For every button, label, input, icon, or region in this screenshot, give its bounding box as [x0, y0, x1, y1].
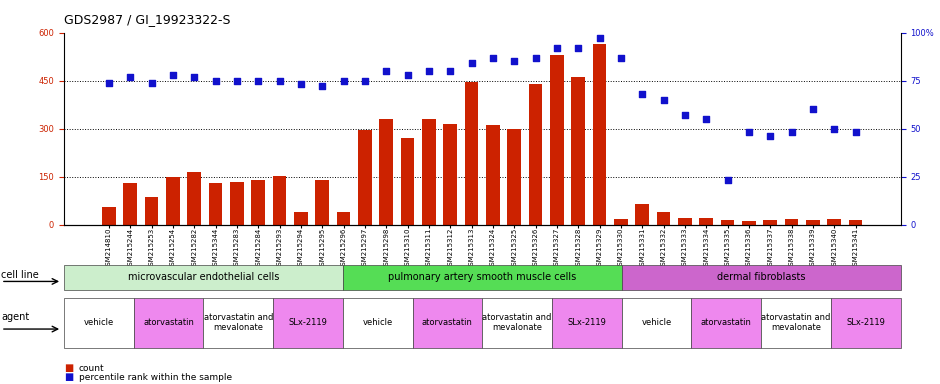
Bar: [508, 129, 521, 225]
Point: [379, 68, 394, 74]
Point: [656, 97, 671, 103]
Bar: [572, 78, 586, 225]
Text: microvascular endothelial cells: microvascular endothelial cells: [128, 272, 279, 283]
Point: [614, 55, 629, 61]
Point: [634, 91, 650, 97]
Bar: [528, 84, 542, 225]
Point: [826, 126, 841, 132]
Bar: [400, 138, 415, 225]
Point: [762, 133, 777, 139]
Text: percentile rank within the sample: percentile rank within the sample: [79, 373, 232, 382]
Bar: [102, 207, 116, 225]
Bar: [187, 172, 201, 225]
Point: [187, 74, 202, 80]
Text: SLx-2119: SLx-2119: [846, 318, 885, 327]
Bar: [849, 220, 863, 225]
Text: pulmonary artery smooth muscle cells: pulmonary artery smooth muscle cells: [388, 272, 576, 283]
Bar: [422, 119, 436, 225]
Bar: [806, 220, 820, 225]
Point: [123, 74, 138, 80]
Text: atorvastatin and
mevalonate: atorvastatin and mevalonate: [482, 313, 552, 332]
Bar: [678, 218, 692, 225]
Text: atorvastatin and
mevalonate: atorvastatin and mevalonate: [761, 313, 831, 332]
Bar: [209, 183, 223, 225]
Text: count: count: [79, 364, 104, 373]
Bar: [123, 183, 137, 225]
Text: SLx-2119: SLx-2119: [568, 318, 606, 327]
Point: [528, 55, 543, 61]
Point: [421, 68, 436, 74]
Bar: [294, 212, 307, 225]
Point: [293, 81, 308, 88]
Bar: [358, 130, 372, 225]
Point: [400, 72, 415, 78]
Bar: [721, 220, 734, 225]
Text: GDS2987 / GI_19923322-S: GDS2987 / GI_19923322-S: [64, 13, 230, 26]
Point: [357, 78, 372, 84]
Point: [229, 78, 244, 84]
Text: dermal fibroblasts: dermal fibroblasts: [717, 272, 806, 283]
Bar: [251, 180, 265, 225]
Bar: [444, 124, 457, 225]
Text: agent: agent: [1, 311, 29, 321]
Text: atorvastatin: atorvastatin: [422, 318, 473, 327]
Point: [102, 79, 117, 86]
Bar: [699, 218, 713, 225]
Bar: [230, 182, 243, 225]
Point: [507, 58, 522, 65]
Point: [848, 129, 863, 136]
Text: SLx-2119: SLx-2119: [289, 318, 327, 327]
Point: [485, 55, 500, 61]
Bar: [337, 212, 351, 225]
Text: ■: ■: [64, 372, 73, 382]
Point: [208, 78, 223, 84]
Bar: [742, 222, 756, 225]
Text: vehicle: vehicle: [84, 318, 114, 327]
Bar: [827, 219, 841, 225]
Point: [443, 68, 458, 74]
Point: [806, 106, 821, 113]
Point: [784, 129, 799, 136]
Bar: [464, 82, 478, 225]
Bar: [592, 44, 606, 225]
Bar: [486, 126, 500, 225]
Point: [165, 72, 180, 78]
Text: ■: ■: [64, 363, 73, 373]
Bar: [614, 219, 628, 225]
Text: atorvastatin and
mevalonate: atorvastatin and mevalonate: [204, 313, 273, 332]
Bar: [763, 220, 777, 225]
Bar: [635, 204, 650, 225]
Bar: [785, 219, 798, 225]
Bar: [145, 197, 159, 225]
Point: [720, 177, 735, 184]
Point: [144, 79, 159, 86]
Bar: [379, 119, 393, 225]
Text: vehicle: vehicle: [641, 318, 672, 327]
Text: atorvastatin: atorvastatin: [701, 318, 752, 327]
Bar: [166, 177, 180, 225]
Point: [742, 129, 757, 136]
Point: [336, 78, 351, 84]
Bar: [657, 212, 670, 225]
Text: atorvastatin: atorvastatin: [143, 318, 194, 327]
Point: [698, 116, 713, 122]
Point: [464, 60, 479, 66]
Bar: [550, 55, 564, 225]
Point: [592, 35, 607, 41]
Point: [571, 45, 586, 51]
Text: cell line: cell line: [1, 270, 39, 280]
Text: vehicle: vehicle: [363, 318, 393, 327]
Bar: [273, 176, 287, 225]
Point: [251, 78, 266, 84]
Point: [315, 83, 330, 89]
Point: [678, 112, 693, 118]
Point: [272, 78, 287, 84]
Bar: [315, 180, 329, 225]
Point: [549, 45, 564, 51]
